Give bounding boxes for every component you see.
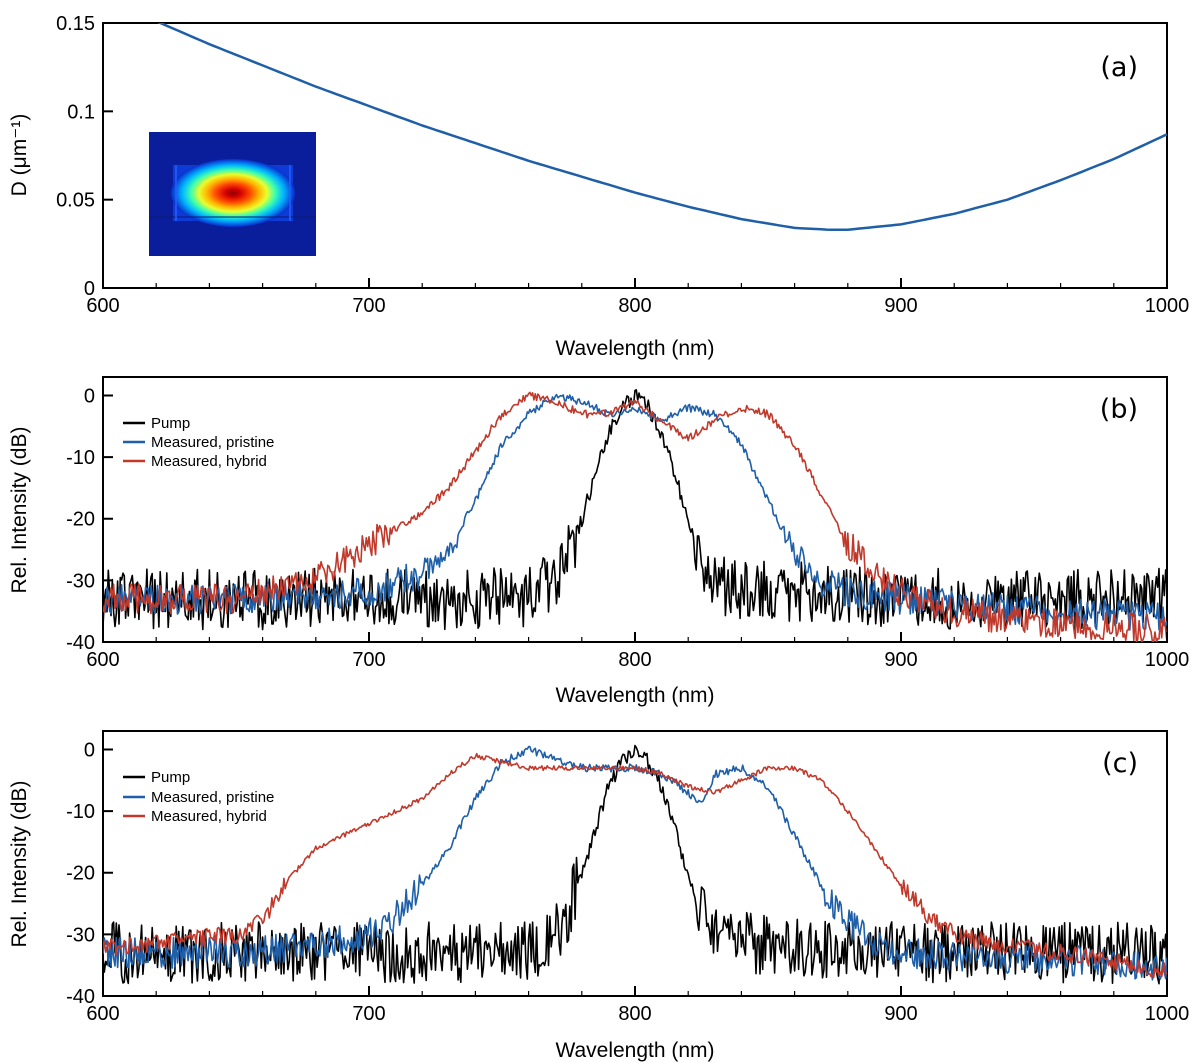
- y-tick-label: 0: [84, 278, 95, 300]
- panel-b-xlabel: Wavelength (nm): [555, 684, 714, 707]
- y-tick-label: -40: [66, 986, 95, 1008]
- x-tick-label: 1000: [1145, 295, 1190, 317]
- panel-a-label: (a): [1100, 52, 1138, 83]
- legend-label-hybrid: Measured, hybrid: [151, 453, 267, 470]
- panel-a-ylabel: D (μm⁻¹): [8, 114, 31, 197]
- x-tick-label: 700: [352, 295, 385, 317]
- legend-label-pump: Pump: [151, 769, 190, 786]
- panel-b-ylabel: Rel. Intensity (dB): [8, 427, 31, 594]
- legend-label-pristine: Measured, pristine: [151, 434, 274, 451]
- panel-a: 600 700 800 900 1000 0 0.05 0.1 0.15 (a) Wavelen…: [8, 13, 1189, 360]
- legend-label-pump: Pump: [151, 415, 190, 432]
- x-tick-label: 600: [86, 295, 119, 317]
- x-tick-label: 700: [352, 649, 385, 671]
- x-tick-label: 1000: [1145, 649, 1190, 671]
- x-tick-label: 600: [86, 649, 119, 671]
- y-tick-label: -40: [66, 632, 95, 654]
- series-line-dispersion: [157, 23, 1167, 231]
- x-tick-label: 800: [618, 649, 651, 671]
- y-tick-label: -30: [66, 924, 95, 946]
- panel-a-series: [157, 23, 1167, 231]
- legend-label-hybrid: Measured, hybrid: [151, 808, 267, 825]
- y-tick-label: 0.15: [56, 13, 95, 35]
- panel-b: 600 700 800 900 1000 -40 -30 -20 -10 0 Pump Measu…: [8, 376, 1189, 707]
- x-tick-label: 900: [884, 1003, 917, 1025]
- panel-c-ticks: 600 700 800 900 1000 -40 -30 -20 -10 0: [66, 739, 1189, 1025]
- x-tick-label: 700: [352, 1003, 385, 1025]
- panel-a-ticks: 600 700 800 900 1000 0 0.05 0.1 0.15: [56, 13, 1189, 317]
- panel-b-ticks: 600 700 800 900 1000 -40 -30 -20 -10 0: [66, 385, 1189, 671]
- y-tick-label: -20: [66, 863, 95, 885]
- x-tick-label: 800: [618, 295, 651, 317]
- x-tick-label: 900: [884, 649, 917, 671]
- panel-b-series: [103, 389, 1167, 642]
- series-line-measured-pristine: [103, 745, 1167, 981]
- panel-c-ylabel: Rel. Intensity (dB): [8, 781, 31, 948]
- x-tick-label: 800: [618, 1003, 651, 1025]
- legend-label-pristine: Measured, pristine: [151, 789, 274, 806]
- x-tick-label: 1000: [1145, 1003, 1190, 1025]
- y-tick-label: 0: [84, 739, 95, 761]
- panel-c-label: (c): [1102, 748, 1138, 779]
- panel-b-label: (b): [1100, 394, 1138, 425]
- series-line-measured-hybrid: [103, 391, 1167, 642]
- y-tick-label: -30: [66, 570, 95, 592]
- panel-c-series: [103, 744, 1167, 985]
- panel-a-xlabel: Wavelength (nm): [555, 337, 714, 360]
- y-tick-label: 0.1: [67, 101, 95, 123]
- y-tick-label: -10: [66, 801, 95, 823]
- y-tick-label: -20: [66, 509, 95, 531]
- y-tick-label: 0: [84, 385, 95, 407]
- panel-b-legend: Pump Measured, pristine Measured, hybrid: [123, 415, 274, 470]
- series-line-measured-hybrid: [103, 752, 1167, 979]
- x-tick-label: 900: [884, 295, 917, 317]
- y-tick-label: 0.05: [56, 190, 95, 212]
- y-tick-label: -10: [66, 447, 95, 469]
- x-tick-label: 600: [86, 1003, 119, 1025]
- panel-c-xlabel: Wavelength (nm): [555, 1039, 714, 1062]
- mode-profile-inset: [149, 132, 316, 256]
- panel-c-legend: Pump Measured, pristine Measured, hybrid: [123, 769, 274, 825]
- panel-c: 600 700 800 900 1000 -40 -30 -20 -10 0 Pump Measu…: [8, 730, 1189, 1062]
